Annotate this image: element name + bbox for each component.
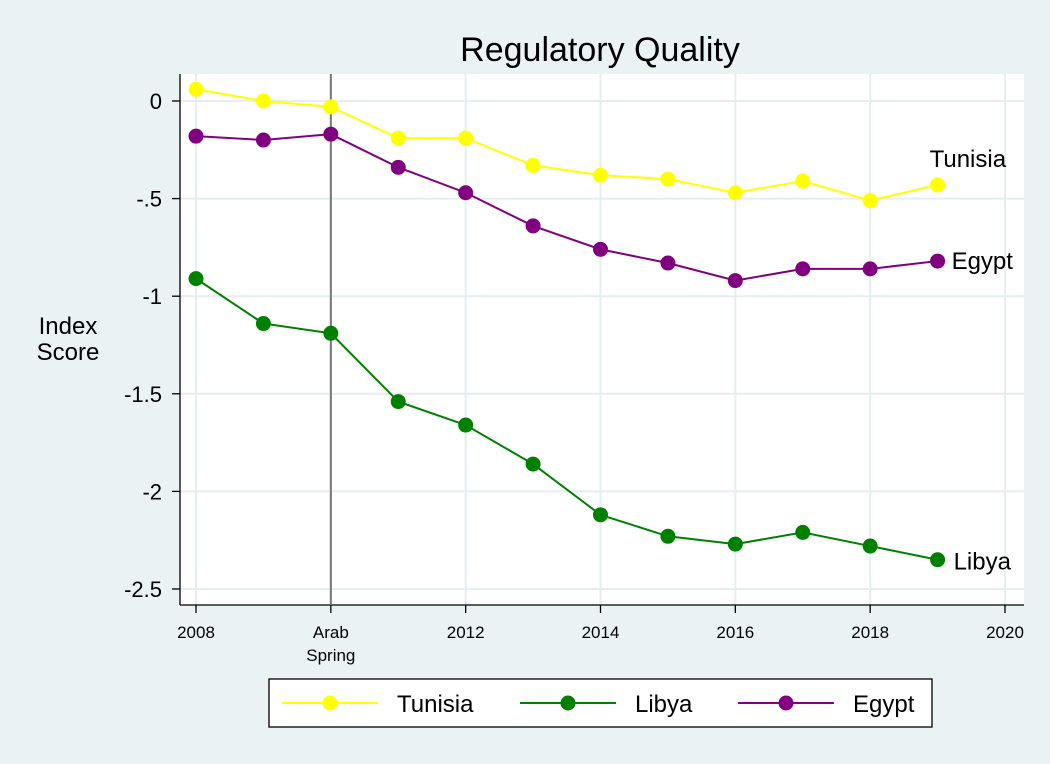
data-point [323,126,339,142]
series-line [195,88,938,202]
y-tick-label: -1.5 [124,382,162,407]
x-tick-label: 2016 [716,623,754,642]
data-point [255,316,271,332]
data-point [593,241,608,257]
data-point [458,130,474,146]
data-point [660,255,676,271]
y-tick-label: -.5 [136,187,162,212]
data-point [458,185,474,201]
series-libya: Libya [188,271,1012,576]
chart-title: Regulatory Quality [460,31,740,69]
data-point [390,130,406,146]
data-point [188,271,204,287]
series-tunisia: Tunisia [188,81,1007,209]
data-point [862,538,878,554]
legend-label: Egypt [853,691,915,718]
y-tick-label: -1 [142,284,162,309]
data-point [930,253,946,269]
series-line [195,133,938,282]
data-point [323,99,339,115]
legend-marker [322,695,338,711]
plot-area [180,74,1024,605]
data-point [795,524,811,540]
x-tick-label: 2018 [851,623,889,642]
data-point [593,167,608,183]
x-tick-label: 2020 [986,623,1024,642]
x-tick-label: 2008 [177,623,215,642]
data-point [727,185,743,201]
data-point [188,128,204,144]
y-axis-label-line-2: Score [37,339,100,366]
data-point [930,552,946,568]
legend-label: Tunisia [397,691,474,718]
data-point [862,261,878,277]
y-tick-label: 0 [150,89,162,114]
data-point [390,394,406,410]
legend-item-tunisia: Tunisia [282,691,474,718]
series-line [195,277,938,561]
series-egypt: Egypt [188,126,1014,289]
data-point [727,536,743,552]
data-point [255,93,271,109]
data-point [390,159,406,175]
data-point [593,507,608,523]
legend: Tunisia Libya Egypt [268,678,933,728]
data-point [930,177,946,193]
x-tick-label: 2012 [447,623,485,642]
legend-marker [778,695,794,711]
y-tick-label: -2 [142,479,162,504]
data-point [727,273,743,289]
data-point [458,417,474,433]
data-point [795,261,811,277]
data-point [525,218,541,234]
x-tick-label-line-2: Spring [306,646,355,665]
legend-marker [560,695,576,711]
data-point [862,193,878,209]
series-end-label: Tunisia [930,146,1007,173]
y-axis-label-line-1: Index [39,313,98,340]
data-point [795,173,811,189]
data-point [525,456,541,472]
x-axis-ticks: 2008 Arab Spring 2012 2014 2016 2018 2020 [177,605,1024,665]
x-tick-label: 2014 [582,623,620,642]
data-point [188,81,204,97]
x-tick-label: Arab [313,623,349,642]
data-point [660,528,676,544]
data-point [660,171,676,187]
series-end-label: Egypt [952,248,1014,275]
data-point [323,325,339,341]
legend-items: Tunisia Libya Egypt [282,691,915,718]
series-end-label: Libya [954,549,1012,576]
y-tick-label: -2.5 [124,577,162,602]
series-group: Tunisia Libya Egypt [188,81,1014,576]
legend-item-egypt: Egypt [738,691,915,718]
legend-label: Libya [635,691,693,718]
legend-item-libya: Libya [520,691,693,718]
data-point [525,157,541,173]
data-point [255,132,271,148]
y-axis-ticks: 0 -.5 -1 -1.5 -2 -2.5 [124,89,180,602]
